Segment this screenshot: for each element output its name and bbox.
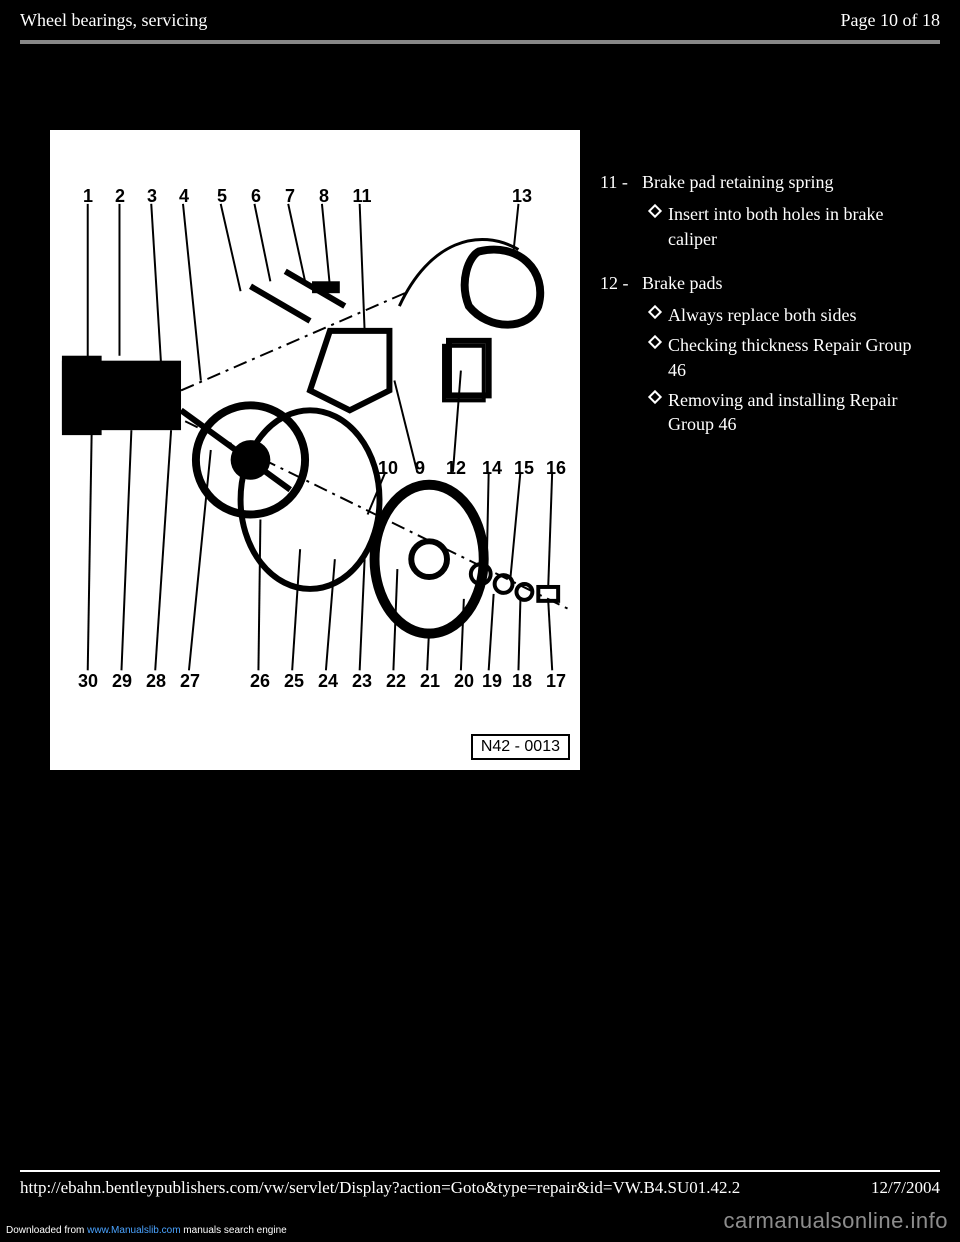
- callout-9: 9: [415, 458, 425, 479]
- page-footer: http://ebahn.bentleypublishers.com/vw/se…: [20, 1170, 940, 1198]
- callout-28: 28: [146, 671, 166, 692]
- diamond-bullet-icon: [642, 303, 668, 327]
- exploded-diagram: N42 - 0013 12345678111310912141516302928…: [50, 130, 580, 770]
- parts-list: 11 -Brake pad retaining spring Insert int…: [600, 170, 930, 457]
- item-sub: Always replace both sides: [642, 303, 930, 327]
- dl-prefix: Downloaded from: [6, 1225, 87, 1236]
- item-sub-text: Insert into both holes in brake caliper: [668, 202, 930, 251]
- footer-url: http://ebahn.bentleypublishers.com/vw/se…: [20, 1178, 740, 1198]
- item-number: 11 -: [600, 170, 642, 194]
- callout-2: 2: [115, 186, 125, 207]
- callout-6: 6: [251, 186, 261, 207]
- callout-19: 19: [482, 671, 502, 692]
- page-indicator: Page 10 of 18: [841, 10, 940, 31]
- dl-suffix: manuals search engine: [181, 1225, 287, 1236]
- callout-18: 18: [512, 671, 532, 692]
- item-sub-text: Always replace both sides: [668, 303, 930, 327]
- callout-3: 3: [147, 186, 157, 207]
- item-number: 12 -: [600, 271, 642, 295]
- item-sub-text: Removing and installing Repair Group 46: [668, 388, 930, 437]
- parts-list-item: 12 -Brake pads: [600, 271, 930, 295]
- callout-22: 22: [386, 671, 406, 692]
- parts-list-item: 11 -Brake pad retaining spring: [600, 170, 930, 194]
- callout-16: 16: [546, 458, 566, 479]
- download-attribution: Downloaded from www.Manualslib.com manua…: [6, 1225, 287, 1236]
- callout-30: 30: [78, 671, 98, 692]
- doc-title: Wheel bearings, servicing: [20, 10, 207, 31]
- callout-21: 21: [420, 671, 440, 692]
- callout-4: 4: [179, 186, 189, 207]
- callout-8: 8: [319, 186, 329, 207]
- item-title: Brake pad retaining spring: [642, 170, 930, 194]
- callout-23: 23: [352, 671, 372, 692]
- item-sub-text: Checking thickness Repair Group 46: [668, 333, 930, 382]
- item-sub: Insert into both holes in brake caliper: [642, 202, 930, 251]
- footer-date: 12/7/2004: [871, 1178, 940, 1198]
- callout-14: 14: [482, 458, 502, 479]
- callout-24: 24: [318, 671, 338, 692]
- callout-1: 1: [83, 186, 93, 207]
- callout-26: 26: [250, 671, 270, 692]
- callout-15: 15: [514, 458, 534, 479]
- diamond-bullet-icon: [642, 333, 668, 382]
- diamond-bullet-icon: [642, 388, 668, 437]
- callout-20: 20: [454, 671, 474, 692]
- callout-17: 17: [546, 671, 566, 692]
- diamond-bullet-icon: [642, 202, 668, 251]
- callout-11: 11: [352, 186, 371, 207]
- callout-13: 13: [512, 186, 532, 207]
- header-divider: [20, 40, 940, 44]
- callout-29: 29: [112, 671, 132, 692]
- watermark: carmanualsonline.info: [723, 1208, 948, 1234]
- item-title: Brake pads: [642, 271, 930, 295]
- callout-25: 25: [284, 671, 304, 692]
- item-sub: Checking thickness Repair Group 46: [642, 333, 930, 382]
- item-sub: Removing and installing Repair Group 46: [642, 388, 930, 437]
- callout-12: 12: [446, 458, 466, 479]
- figure-part-code: N42 - 0013: [471, 734, 570, 760]
- callout-10: 10: [378, 458, 398, 479]
- callout-7: 7: [285, 186, 295, 207]
- callout-27: 27: [180, 671, 200, 692]
- callout-5: 5: [217, 186, 227, 207]
- dl-link[interactable]: www.Manualslib.com: [87, 1225, 180, 1236]
